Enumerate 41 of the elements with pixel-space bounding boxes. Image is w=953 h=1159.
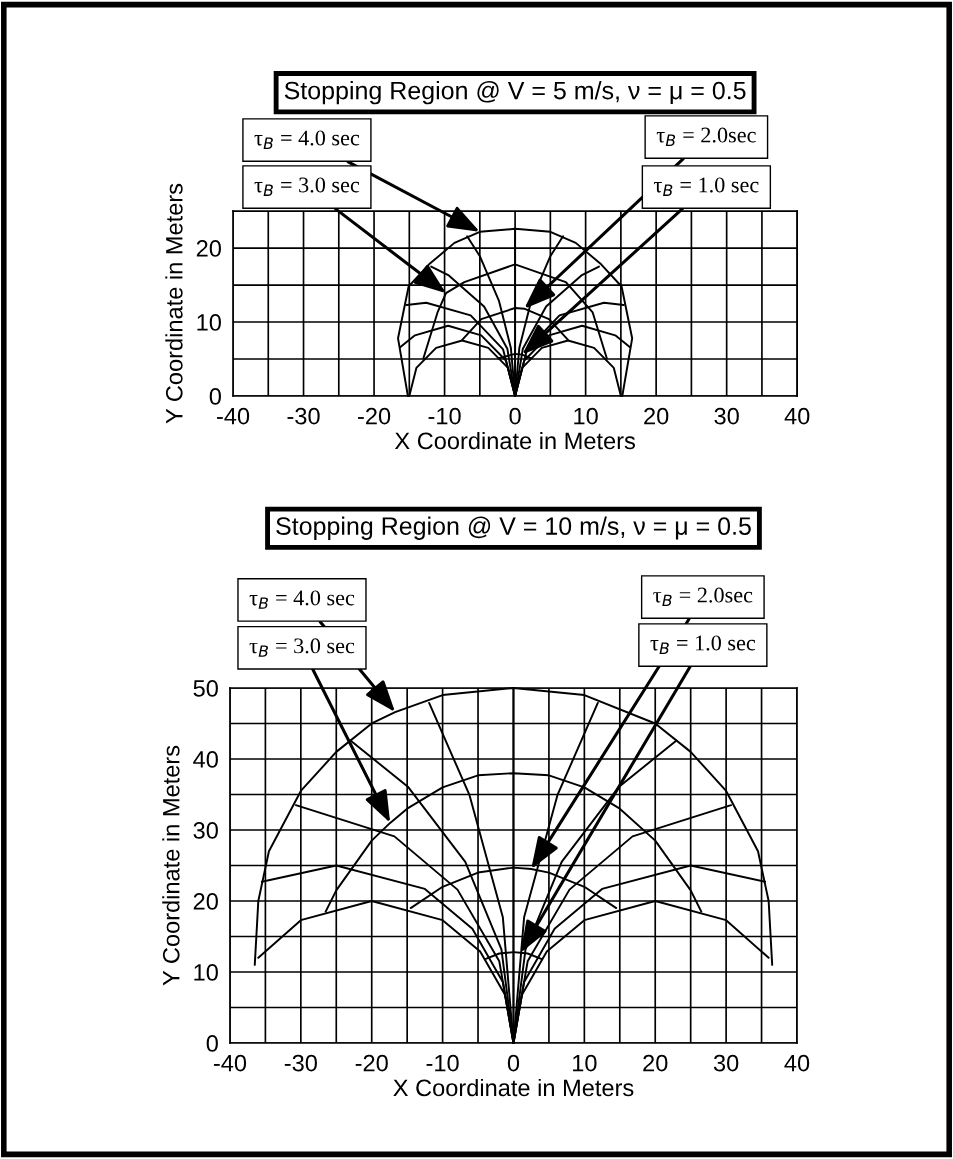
- x-tick-label: 30: [714, 407, 739, 425]
- y-axis-title: Y Coordinate in Meters: [162, 745, 180, 986]
- x-tick-label: -10: [426, 1054, 459, 1072]
- x-tick-label: 20: [643, 1054, 668, 1072]
- y-tick-label: 10: [194, 964, 218, 981]
- annotation: τ$_{B}$ = 3.0 sec: [249, 638, 355, 657]
- y-tick-label: 40: [193, 751, 218, 768]
- chart-title: Stopping Region @ V = 10 m/s, ν = μ = 0.5: [276, 516, 751, 540]
- x-tick-label: 0: [509, 407, 521, 425]
- x-tick-label: 20: [644, 407, 669, 425]
- x-tick-label: 30: [713, 1054, 739, 1072]
- y-tick-label: 30: [193, 822, 218, 839]
- x-axis-title: X Coordinate in Meters: [393, 1078, 634, 1097]
- x-tick-label: -20: [358, 407, 391, 425]
- y-axis-title: Y Coordinate in Meters: [165, 183, 183, 424]
- x-tick-label: 0: [507, 1054, 520, 1072]
- annotation: τ$_{B}$ = 2.0sec: [653, 587, 753, 606]
- x-tick-label: -20: [355, 1054, 388, 1072]
- x-tick-label: 10: [574, 407, 598, 425]
- x-tick-label: -40: [217, 407, 250, 425]
- y-tick-label: 0: [209, 388, 221, 405]
- x-tick-label: -40: [213, 1054, 247, 1072]
- y-tick-label: 50: [193, 680, 218, 697]
- annotation: τ$_{B}$ = 1.0 sec: [650, 635, 756, 654]
- y-tick-label: 10: [197, 314, 221, 331]
- x-tick-label: -30: [284, 1054, 317, 1072]
- x-axis-title: X Coordinate in Meters: [394, 431, 635, 450]
- x-tick-label: 10: [573, 1054, 597, 1072]
- y-tick-label: 20: [193, 893, 218, 910]
- y-tick-label: 20: [196, 240, 221, 257]
- annotation: τ$_{B}$ = 2.0sec: [656, 127, 756, 146]
- x-tick-label: 40: [784, 407, 810, 425]
- annotation: τ$_{B}$ = 4.0 sec: [254, 130, 360, 149]
- x-tick-label: -10: [428, 407, 461, 425]
- annotation: τ$_{B}$ = 4.0 sec: [249, 590, 355, 609]
- chart-title: Stopping Region @ V = 5 m/s, ν = μ = 0.5: [284, 81, 746, 105]
- annotation: τ$_{B}$ = 3.0 sec: [254, 177, 360, 196]
- y-tick-label: 0: [206, 1035, 218, 1052]
- annotation: τ$_{B}$ = 1.0 sec: [653, 177, 759, 196]
- x-tick-label: -30: [287, 407, 320, 425]
- x-tick-label: 40: [784, 1054, 810, 1072]
